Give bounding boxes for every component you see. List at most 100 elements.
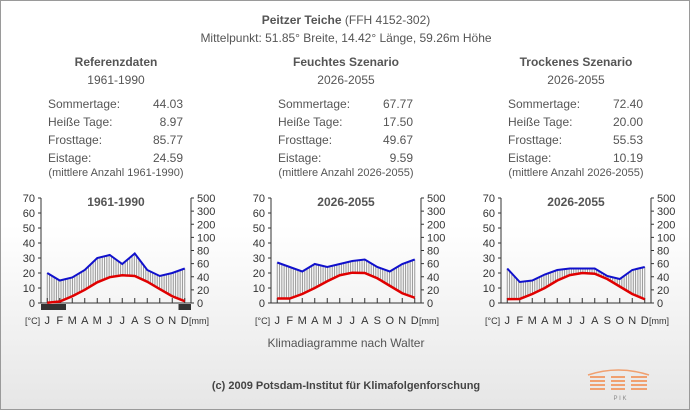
month-label: J (275, 315, 281, 327)
stat-note: (mittlere Anzahl 1961-1990) (48, 167, 184, 179)
panel-period: 1961-1990 (87, 73, 145, 87)
right-tick-label: 300 (197, 206, 215, 218)
right-tick-label: 200 (427, 219, 445, 231)
site-center-coordinates: Mittelpunkt: 51.85° Breite, 14.42° Länge… (200, 31, 492, 45)
stat-value-ice-days: 10.19 (612, 151, 643, 165)
pik-logo-text: P I K (614, 396, 627, 402)
month-label: M (528, 315, 537, 327)
stat-value-frost-days: 55.53 (612, 133, 643, 147)
right-tick-label: 500 (657, 193, 675, 205)
left-tick-label: 60 (483, 208, 495, 220)
stat-value-hot-days: 20.00 (612, 115, 643, 129)
left-tick-label: 20 (253, 268, 265, 280)
frost-month-bar (178, 304, 191, 310)
month-label: D (181, 315, 189, 327)
month-label: J (120, 315, 126, 327)
right-tick-label: 0 (197, 298, 203, 310)
panel-wet-scenario: Feuchtes Szenario 2026-2055 Sommertage: … (231, 55, 461, 345)
stat-value-summer-days: 44.03 (152, 97, 183, 111)
stat-label-summer-days: Sommertage: (508, 97, 581, 111)
month-label: F (516, 315, 523, 327)
right-tick-label: 40 (197, 272, 209, 284)
stat-value-summer-days: 72.40 (612, 97, 643, 111)
month-label: M (553, 315, 562, 327)
left-tick-label: 70 (253, 193, 265, 205)
unit-label-mm: [mm] (419, 316, 439, 326)
right-tick-label: 60 (657, 259, 669, 271)
month-label: N (628, 315, 636, 327)
left-tick-label: 50 (483, 223, 495, 235)
stat-label-ice-days: Eistage: (508, 151, 552, 165)
precipitation-line (276, 258, 416, 273)
left-tick-label: 50 (253, 223, 265, 235)
right-tick-label: 500 (197, 193, 215, 205)
frost-month-bar (41, 304, 66, 310)
right-tick-label: 60 (427, 259, 439, 271)
panel-dry-scenario: Trockenes Szenario 2026-2055 Sommertage:… (461, 55, 690, 345)
left-tick-label: 60 (23, 208, 35, 220)
stat-label-frost-days: Frosttage: (278, 133, 333, 147)
month-label: A (311, 315, 319, 327)
unit-label-celsius: [°C] (255, 316, 270, 326)
stat-value-frost-days: 85.77 (152, 133, 183, 147)
stat-label-ice-days: Eistage: (48, 151, 92, 165)
left-tick-label: 0 (489, 298, 495, 310)
right-tick-label: 100 (427, 232, 445, 244)
right-tick-label: 300 (657, 206, 675, 218)
site-code: (FFH 4152-302) (344, 13, 431, 27)
left-tick-label: 20 (483, 268, 495, 280)
precipitation-line (46, 252, 186, 282)
month-label: O (615, 315, 624, 327)
left-tick-label: 0 (29, 298, 35, 310)
right-tick-label: 500 (427, 193, 445, 205)
chart-title: 2026-2055 (317, 195, 375, 209)
right-tick-label: 0 (427, 298, 433, 310)
chart-title: 1961-1990 (87, 195, 145, 209)
stat-value-ice-days: 24.59 (152, 151, 183, 165)
right-tick-label: 200 (657, 219, 675, 231)
right-tick-label: 20 (657, 285, 669, 297)
temperature-line (507, 271, 646, 301)
site-name: Peitzer Teiche (261, 13, 342, 27)
left-tick-label: 60 (253, 208, 265, 220)
month-label: J (580, 315, 586, 327)
left-tick-label: 70 (483, 193, 495, 205)
climate-chart-wet-scenario: 7060504030201005003002001008060402002026… (253, 193, 446, 327)
precipitation-line (506, 266, 645, 284)
stat-label-hot-days: Heiße Tage: (508, 115, 573, 129)
panel-heading: Trockenes Szenario (519, 55, 633, 69)
stat-label-summer-days: Sommertage: (278, 97, 351, 111)
page-title: Peitzer Teiche (FFH 4152-302) (1, 13, 690, 27)
right-tick-label: 20 (427, 285, 439, 297)
left-tick-label: 10 (253, 283, 265, 295)
panel-heading: Referenzdaten (74, 55, 158, 69)
month-label: F (56, 315, 63, 327)
stat-value-hot-days: 17.50 (382, 115, 413, 129)
month-label: D (641, 315, 649, 327)
month-label: A (361, 315, 369, 327)
stat-value-frost-days: 49.67 (382, 133, 413, 147)
left-tick-label: 70 (23, 193, 35, 205)
month-label: D (411, 315, 419, 327)
right-tick-label: 300 (427, 206, 445, 218)
stat-label-summer-days: Sommertage: (48, 97, 121, 111)
right-tick-label: 100 (657, 232, 675, 244)
month-label: J (505, 315, 511, 327)
stat-label-frost-days: Frosttage: (508, 133, 563, 147)
left-tick-label: 20 (23, 268, 35, 280)
right-tick-label: 20 (197, 285, 209, 297)
month-label: J (107, 315, 113, 327)
month-label: M (93, 315, 102, 327)
panel-reference: Referenzdaten 1961-1990 Sommertage: 44.0… (1, 55, 231, 345)
right-tick-label: 80 (197, 246, 209, 258)
month-label: N (398, 315, 406, 327)
month-label: F (286, 315, 293, 327)
stat-label-frost-days: Frosttage: (48, 133, 103, 147)
left-tick-label: 40 (483, 238, 495, 250)
climate-chart-reference: 7060504030201005003002001008060402001961… (23, 193, 216, 327)
month-label: J (337, 315, 343, 327)
unit-label-celsius: [°C] (25, 316, 40, 326)
right-tick-label: 100 (197, 232, 215, 244)
panel-period: 2026-2055 (547, 73, 605, 87)
